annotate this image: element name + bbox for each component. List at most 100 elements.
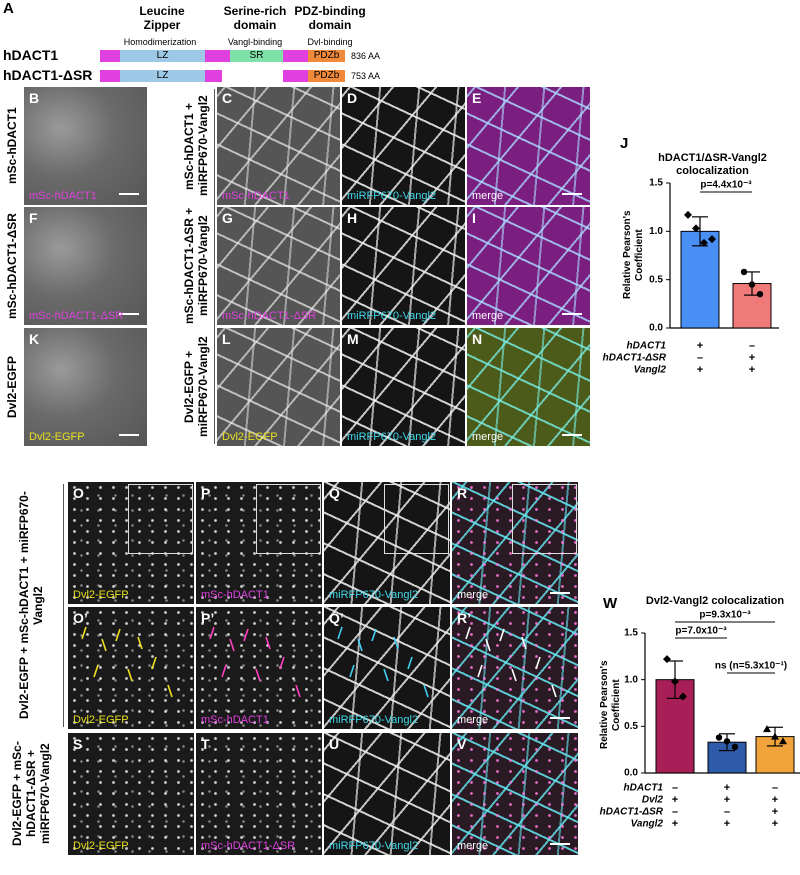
panel-letter: G [222, 210, 233, 226]
condition-name: hDACT1 [627, 341, 667, 352]
arrow [115, 628, 121, 642]
pdzb-domain: PDZb [308, 70, 345, 82]
arrows [209, 626, 301, 698]
condition-sign: – [672, 806, 678, 818]
micrograph: O’ Dvl2-EGFP [68, 607, 194, 729]
linker [205, 70, 222, 82]
condition-name: Vangl2 [634, 365, 667, 376]
condition-sign: + [772, 818, 778, 830]
condition-name: Vangl2 [631, 819, 664, 830]
arrow [521, 636, 527, 650]
micrograph: L Dvl2-EGFP [217, 328, 340, 446]
panel-letter: D [347, 90, 358, 106]
micrograph: Q’ miRFP670-Vangl2 [324, 607, 450, 729]
arrow [209, 626, 215, 640]
panel-caption: miRFP670-Vangl2 [347, 190, 437, 202]
data-point [771, 732, 779, 740]
linker [283, 50, 308, 62]
condition-sign: + [672, 794, 678, 806]
condition-sign: + [724, 794, 730, 806]
panel-caption: miRFP670-Vangl2 [347, 310, 437, 322]
lz-domain: LZ [120, 70, 205, 82]
arrow [383, 668, 389, 682]
inset-box [256, 484, 322, 555]
arrow [511, 668, 517, 682]
arrow [499, 628, 505, 642]
significance-label: p=9.3x10⁻³ [699, 610, 751, 621]
arrow [393, 636, 399, 650]
lz-domain: LZ [120, 50, 205, 62]
condition-sign: + [749, 352, 755, 364]
condition-sign: + [697, 364, 703, 376]
arrow [423, 684, 429, 698]
arrow [255, 668, 261, 682]
construct-length: 836 AA [351, 51, 381, 61]
arrow [551, 684, 557, 698]
panel-letter: A [3, 0, 14, 17]
condition-name: hDACT1-ΔSR [600, 807, 664, 818]
row-label: mSc-hDACT1 [5, 107, 19, 185]
scale-bar [562, 313, 582, 315]
panel-letter: R’ [457, 610, 471, 626]
data-point [684, 210, 692, 219]
panel-letter: J [620, 135, 629, 152]
arrows [465, 626, 557, 698]
panel-letter: U [329, 736, 340, 752]
panel-letter: F [29, 210, 38, 226]
y-tick-label: 1.5 [624, 628, 638, 639]
data-point [731, 743, 739, 751]
arrow [371, 628, 377, 642]
arrow [407, 656, 413, 670]
scale-bar [119, 193, 139, 195]
y-tick-label: 0.5 [649, 274, 663, 285]
micrograph: P’ mSc-hDACT1 [196, 607, 322, 729]
domain-subtitle: Homodimerization [123, 37, 197, 47]
condition-sign: – [724, 806, 730, 818]
panel-caption: Dvl2-EGFP [222, 431, 278, 443]
panel-caption: merge [457, 840, 489, 852]
panel-letter: S [73, 736, 83, 752]
panel-letter: K [29, 331, 40, 347]
panel-letter: W [603, 595, 618, 612]
panel-letter: P [201, 485, 211, 501]
panel-letter: E [472, 90, 482, 106]
arrow [101, 638, 107, 652]
domain-title: PDZ-binding domain [294, 4, 366, 32]
panel-letter: B [29, 90, 40, 106]
chart-title: hDACT1/ΔSR-Vangl2 colocalization [658, 152, 767, 177]
panel-caption: Dvl2-EGFP [29, 431, 85, 443]
y-tick-label: 0.0 [649, 323, 663, 334]
scale-bar [562, 193, 582, 195]
arrow [279, 656, 285, 670]
micrograph: O Dvl2-EGFP [68, 482, 194, 604]
domain-title: Leucine Zipper [139, 4, 185, 32]
condition-sign: + [697, 340, 703, 352]
linker [100, 50, 120, 62]
panel-caption: mSc-hDACT1 [222, 190, 290, 202]
linker [205, 50, 230, 62]
arrow [221, 664, 227, 678]
condition-sign: + [772, 794, 778, 806]
data-point [715, 734, 723, 741]
significance-label: p=7.0x10⁻³ [675, 626, 727, 637]
data-point [692, 224, 700, 233]
sr-domain: SR [230, 50, 283, 62]
arrow [349, 664, 355, 678]
panel-caption: Dvl2-EGFP [73, 714, 129, 726]
panel-caption: mSc-hDACT1-ΔSR [222, 310, 317, 322]
condition-name: hDACT1 [624, 783, 664, 794]
y-tick-label: 0.0 [624, 768, 638, 779]
arrow [535, 656, 541, 670]
row-label: Dvl2-EGFP + mSc-hDACT1-ΔSR + miRFP670-Va… [10, 741, 52, 847]
scale-bar [550, 717, 570, 719]
panel-letter: N [472, 331, 483, 347]
